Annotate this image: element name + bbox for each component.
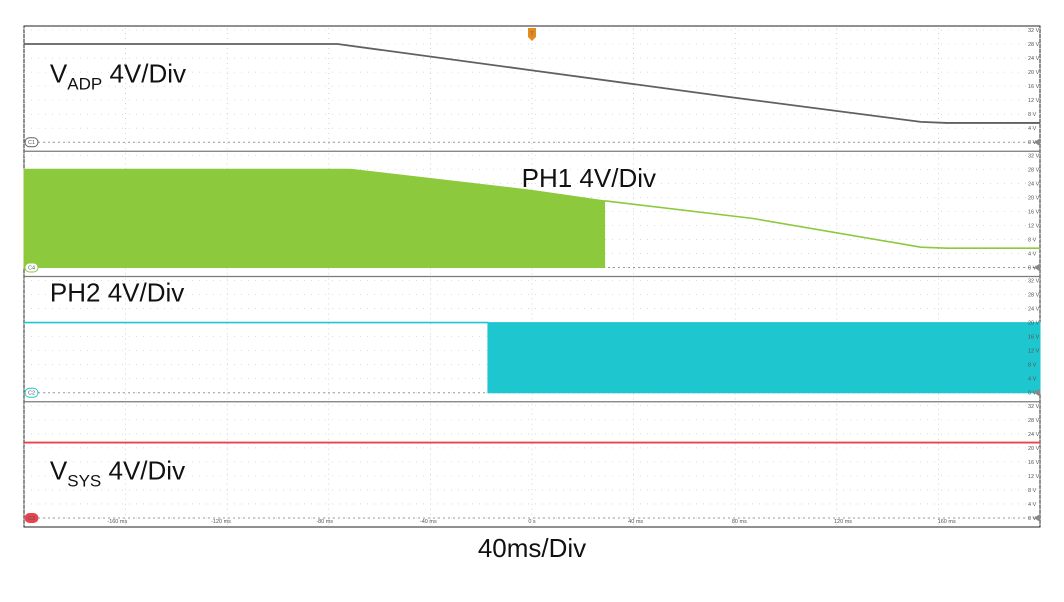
y-tick-label: 4 V <box>1028 377 1037 383</box>
channel-label-c2: PH2 4V/Div <box>50 278 184 308</box>
tick-labels: 32 V 28 V 24 V 20 V 16 V 12 V 8 V 4 V 0 V 32 V 28 … <box>107 28 1039 525</box>
y-tick-label: 0 V <box>1028 391 1037 397</box>
y-tick-label: 8 V <box>1028 488 1037 494</box>
channel-marker-text: C1 <box>28 140 35 146</box>
x-tick-label: 80 ms <box>732 519 747 525</box>
traces <box>23 43 1041 444</box>
y-tick-label: 0 V <box>1028 265 1037 271</box>
channel-name: V <box>50 455 68 485</box>
y-tick-label: 20 V <box>1028 195 1040 201</box>
channel-marker-c4 <box>24 262 39 273</box>
channel-marker-c3 <box>24 512 39 523</box>
x-tick-label: -160 ms <box>107 519 127 525</box>
x-axis-scale-label: 40ms/Div <box>477 533 587 563</box>
markers: C1 C4 C2 C3 T <box>24 28 1040 523</box>
y-tick-label: 16 V <box>1028 335 1040 341</box>
y-tick-label: 16 V <box>1028 209 1040 215</box>
x-tick-label: 160 ms <box>938 519 956 525</box>
y-tick-label: 4 V <box>1028 126 1037 132</box>
trigger-marker <box>528 28 536 41</box>
y-tick-label: 28 V <box>1028 42 1040 48</box>
y-tick-label: 8 V <box>1028 237 1037 243</box>
trigger-marker-text: T <box>530 32 534 38</box>
y-tick-label: 0 V <box>1028 516 1037 522</box>
x-tick-label: 120 ms <box>834 519 852 525</box>
y-tick-label: 24 V <box>1028 307 1040 313</box>
offset-arrow <box>1034 388 1040 397</box>
switching-envelope-c4 <box>23 168 606 268</box>
y-tick-label: 28 V <box>1028 418 1040 424</box>
channel-scale: 4V/Div <box>572 163 656 193</box>
y-tick-label: 4 V <box>1028 502 1037 508</box>
channel-name: PH2 <box>50 278 101 308</box>
y-tick-label: 28 V <box>1028 167 1040 173</box>
switching-envelope-c2 <box>487 322 1041 394</box>
x-tick-label: -120 ms <box>211 519 231 525</box>
y-tick-label: 24 V <box>1028 56 1040 62</box>
channel-label-c3: VSYS 4V/Div <box>50 455 185 490</box>
offset-arrow <box>1034 138 1040 147</box>
y-tick-label: 12 V <box>1028 474 1040 480</box>
y-tick-label: 4 V <box>1028 251 1037 257</box>
channel-marker-text: C4 <box>28 265 35 271</box>
y-tick-label: 8 V <box>1028 112 1037 118</box>
y-tick-label: 28 V <box>1028 293 1040 299</box>
y-tick-label: 20 V <box>1028 446 1040 452</box>
x-tick-label: 40 ms <box>628 519 643 525</box>
y-tick-label: 32 V <box>1028 153 1040 159</box>
offset-arrow <box>1034 513 1040 522</box>
channel-marker-c1 <box>24 137 39 148</box>
channel-label-c1: VADP 4V/Div <box>50 59 186 94</box>
y-tick-label: 16 V <box>1028 460 1040 466</box>
y-tick-label: 12 V <box>1028 349 1040 355</box>
x-tick-label: -40 ms <box>420 519 437 525</box>
x-tick-label: -80 ms <box>316 519 333 525</box>
y-tick-label: 16 V <box>1028 84 1040 90</box>
y-tick-label: 24 V <box>1028 181 1040 187</box>
y-tick-label: 8 V <box>1028 363 1037 369</box>
channel-name: PH1 <box>522 163 573 193</box>
offset-arrow <box>1034 263 1040 272</box>
y-tick-label: 12 V <box>1028 98 1040 104</box>
channel-scale: 4V/Div <box>101 455 185 485</box>
channel-marker-text: C3 <box>28 516 35 522</box>
channel-scale: 4V/Div <box>100 278 184 308</box>
channel-name-subscript: SYS <box>67 471 101 490</box>
channel-name: V <box>50 59 68 89</box>
channel-marker-c2 <box>24 387 39 398</box>
trace-c1 <box>24 43 1040 124</box>
y-tick-label: 32 V <box>1028 28 1040 34</box>
y-tick-label: 20 V <box>1028 321 1040 327</box>
y-tick-label: 24 V <box>1028 432 1040 438</box>
y-tick-label: 32 V <box>1028 279 1040 285</box>
channel-name-subscript: ADP <box>67 75 102 94</box>
channel-marker-text: C2 <box>28 391 35 397</box>
y-tick-label: 32 V <box>1028 404 1040 410</box>
y-tick-label: 20 V <box>1028 70 1040 76</box>
channel-scale: 4V/Div <box>102 59 186 89</box>
x-tick-label: 0 s <box>528 519 536 525</box>
channel-label-c4: PH1 4V/Div <box>522 163 656 193</box>
y-tick-label: 12 V <box>1028 223 1040 229</box>
trace-c4 <box>604 200 1040 249</box>
y-tick-label: 0 V <box>1028 140 1037 146</box>
